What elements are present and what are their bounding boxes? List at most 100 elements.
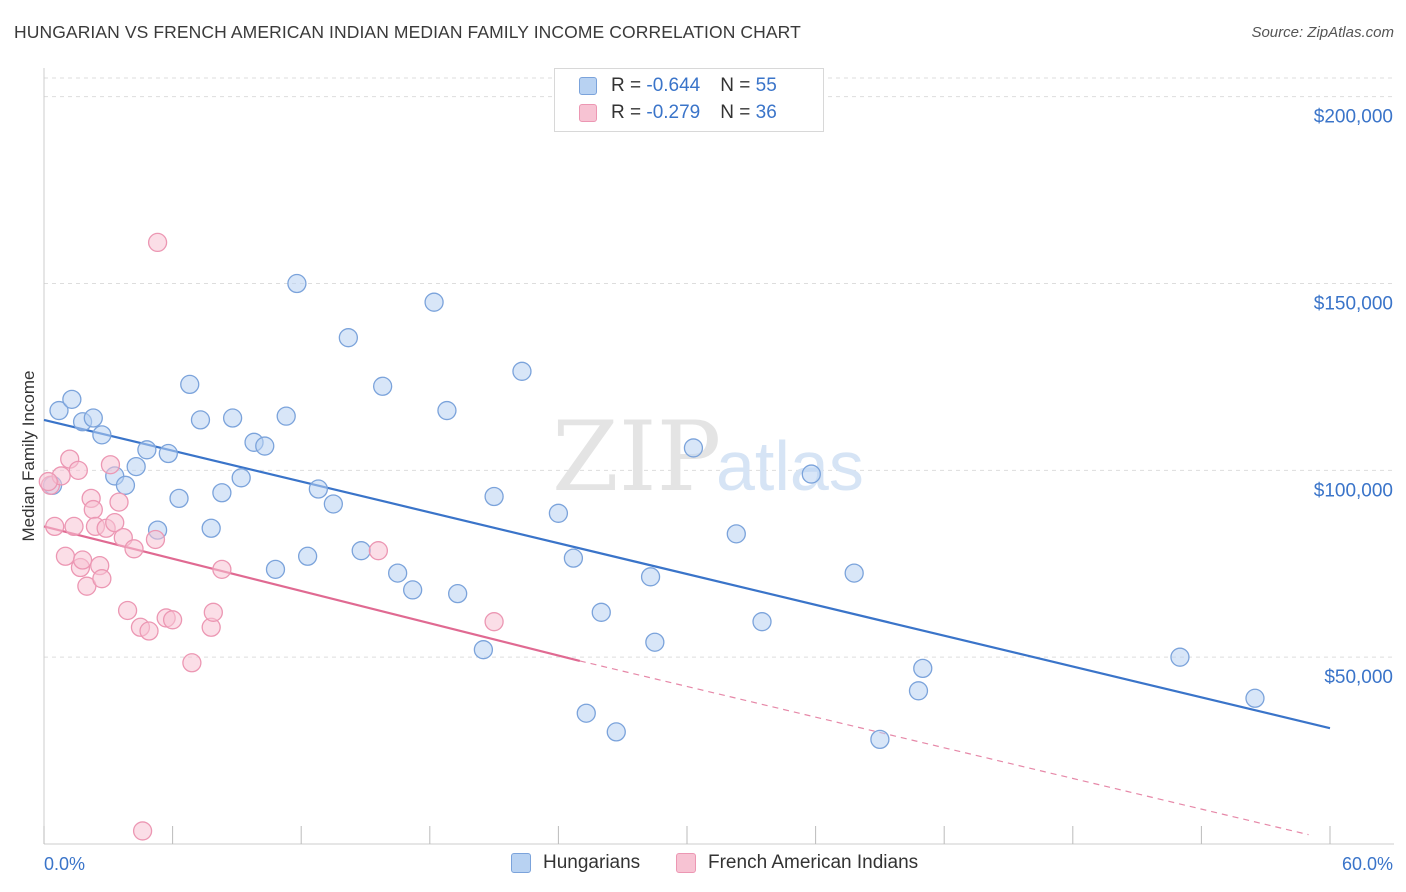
french-american-indian-point — [105, 513, 125, 533]
hungarian-point — [437, 400, 457, 421]
hungarian-point — [640, 567, 661, 587]
hungarian-point — [255, 436, 275, 456]
y-tick-label: $200,000 — [1314, 107, 1393, 128]
legend-swatch-blue — [579, 77, 597, 95]
x-tick-label: 0.0% — [44, 854, 85, 874]
hungarian-point — [1170, 647, 1190, 667]
hungarian-point — [323, 494, 344, 514]
tick-labels: $50,000 $100,000 $150,000 $200,000 0.0% 60.0% — [44, 107, 1393, 874]
hungarian-point — [287, 273, 307, 294]
series-legend-label: French American Indians — [708, 852, 919, 873]
hungarian-point — [403, 580, 423, 600]
series-legend-hungarians: Hungarians — [511, 852, 640, 874]
hungarian-point — [844, 563, 864, 583]
hungarian-point — [563, 548, 584, 568]
french-american-indian-point — [203, 602, 223, 622]
series-legend-french-american-indians: French American Indians — [676, 852, 918, 874]
data-points — [38, 232, 1265, 841]
french-american-indian-point — [145, 529, 166, 550]
hungarian-point — [870, 729, 890, 750]
hungarian-point — [92, 425, 112, 445]
hungarian-point — [297, 546, 318, 566]
hungarian-point — [548, 503, 569, 523]
french-american-indian-point — [92, 569, 112, 589]
series-legend: Hungarians French American Indians — [0, 852, 1406, 878]
hungarian-point — [201, 518, 221, 538]
hungarian-point — [484, 486, 504, 507]
legend-n-value: 36 — [755, 102, 777, 123]
hungarian-point — [49, 400, 69, 421]
hungarian-point — [83, 408, 103, 428]
french-american-indian-point — [484, 612, 504, 632]
french-american-indian-point — [55, 546, 76, 566]
y-tick-label: $150,000 — [1314, 294, 1393, 315]
correlation-legend: R = -0.644 N = 55 R = -0.279 N = 36 — [554, 68, 824, 132]
hungarian-point — [351, 541, 371, 561]
legend-r-value: -0.279 — [646, 102, 701, 123]
french-american-indian-point — [68, 460, 88, 480]
french-american-indian-point — [64, 516, 84, 537]
hungarian-point — [424, 292, 444, 312]
hungarian-point — [372, 376, 393, 396]
hungarian-point — [115, 475, 136, 495]
hungarian-point — [726, 524, 746, 544]
legend-n-value: 55 — [755, 75, 777, 96]
source-label: Source: ZipAtlas.com — [1251, 24, 1394, 41]
series-legend-label: Hungarians — [543, 852, 641, 873]
legend-r-value: -0.644 — [646, 75, 701, 96]
french-american-indian-point — [100, 455, 121, 475]
hungarian-point — [801, 464, 821, 484]
hungarian-point — [276, 406, 296, 426]
hungarian-point — [387, 563, 408, 583]
hungarians-trend-line — [43, 418, 1331, 730]
legend-r-label: R = — [611, 75, 647, 96]
hungarian-point — [645, 632, 665, 652]
hungarian-point — [752, 612, 772, 632]
y-tick-label: $50,000 — [1324, 667, 1393, 688]
legend-row-hungarians: R = -0.644 N = 55 — [579, 73, 777, 99]
hungarian-point — [512, 361, 532, 381]
french-american-indian-point — [132, 821, 153, 841]
french-american-indian-point — [38, 471, 58, 492]
french-american-indian-point — [117, 600, 138, 621]
legend-n-label: N = — [720, 75, 756, 96]
hungarian-point — [190, 410, 211, 430]
hungarian-point — [913, 658, 933, 679]
french-american-indians-trend-extension — [579, 660, 1309, 836]
french-american-indian-point — [72, 550, 93, 570]
french-american-indian-point — [212, 559, 232, 580]
hungarian-point — [180, 374, 200, 395]
watermark-atlas: atlas — [716, 427, 864, 505]
hungarian-point — [1245, 688, 1265, 708]
french-american-indian-point — [147, 232, 168, 253]
hungarian-point — [212, 483, 232, 503]
chart-title: HUNGARIAN VS FRENCH AMERICAN INDIAN MEDI… — [14, 22, 801, 42]
french-american-indian-point — [368, 541, 389, 561]
hungarian-point — [908, 681, 929, 701]
legend-swatch-blue — [511, 853, 531, 873]
french-american-indian-point — [162, 610, 183, 630]
axes — [43, 68, 1394, 845]
french-american-indian-point — [45, 516, 65, 537]
hungarian-point — [137, 440, 157, 460]
hungarian-point — [222, 408, 243, 428]
hungarian-point — [683, 438, 704, 458]
legend-row-french-american-indians: R = -0.279 N = 36 — [579, 100, 777, 126]
gridlines — [44, 77, 1394, 658]
hungarian-point — [308, 479, 328, 499]
hungarian-point — [591, 602, 611, 622]
legend-swatch-pink — [676, 853, 696, 873]
hungarian-point — [62, 389, 82, 409]
french-american-indian-point — [139, 621, 159, 641]
legend-swatch-pink — [579, 104, 597, 122]
hungarian-point — [338, 328, 359, 348]
french-american-indian-point — [83, 499, 103, 520]
hungarian-point — [473, 640, 494, 660]
legend-r-label: R = — [611, 102, 647, 123]
hungarian-point — [606, 722, 626, 742]
french-american-indian-point — [124, 539, 144, 559]
french-american-indian-point — [182, 653, 202, 673]
x-tick-label: 60.0% — [1342, 854, 1393, 874]
hungarian-point — [448, 583, 468, 604]
